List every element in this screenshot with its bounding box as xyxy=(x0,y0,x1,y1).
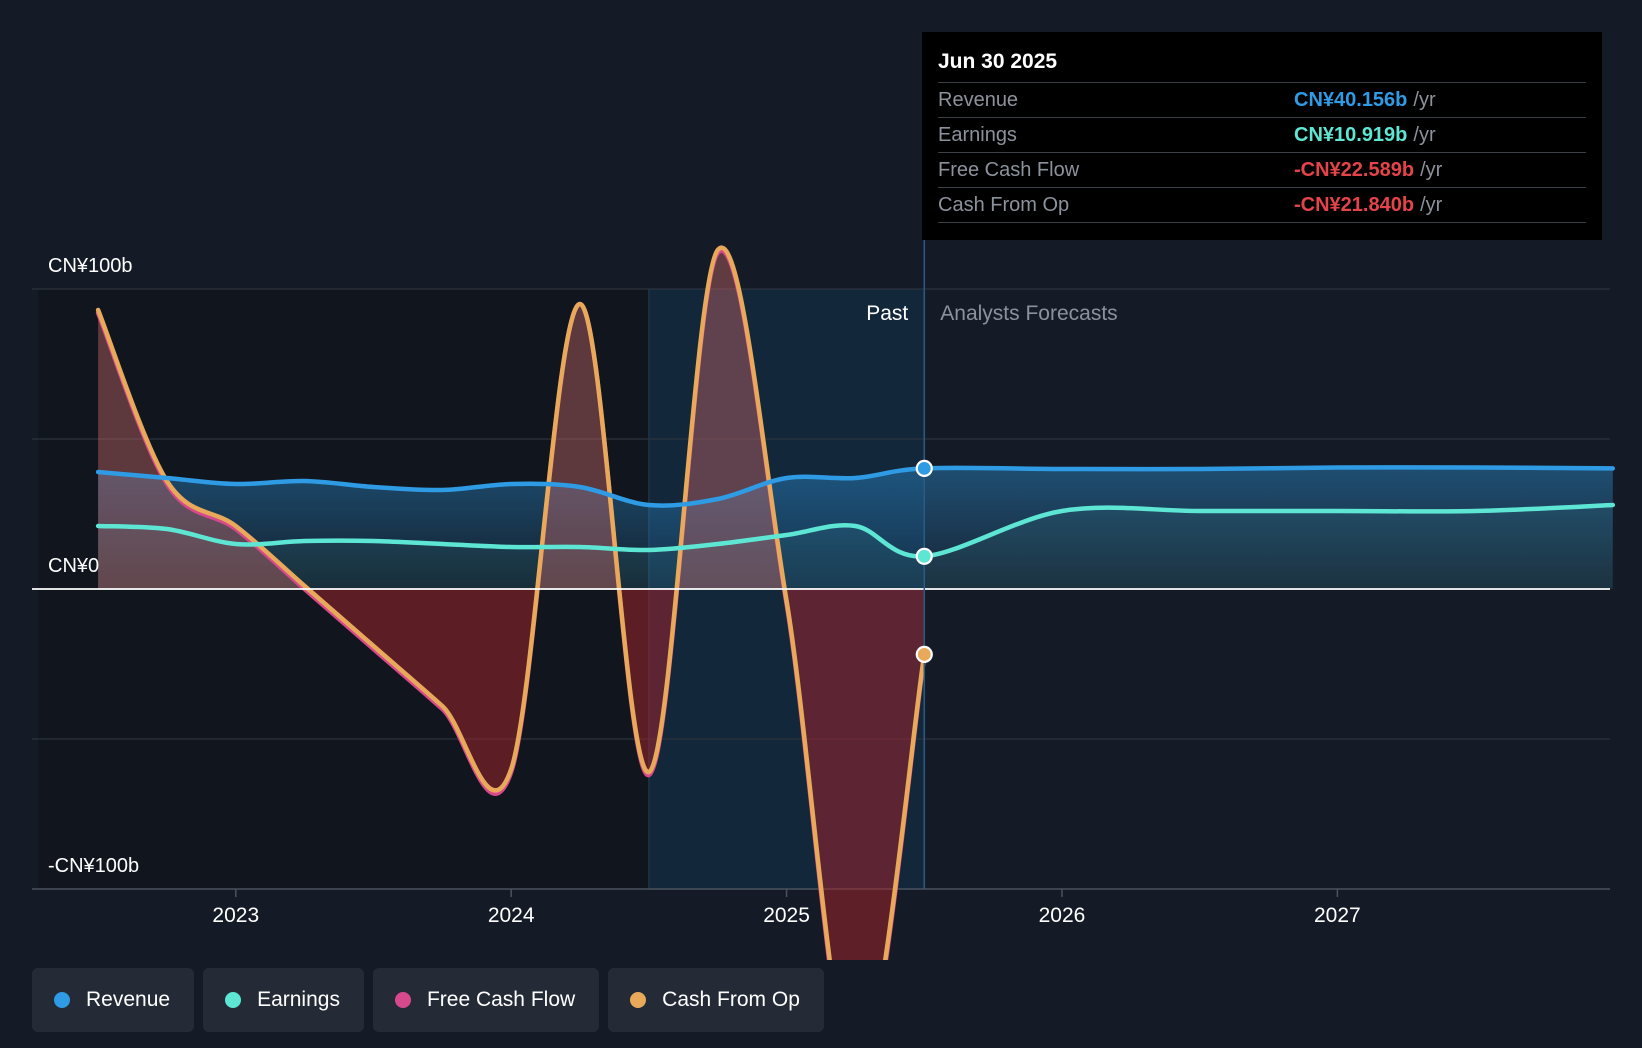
legend-label: Cash From Op xyxy=(662,988,800,1011)
x-tick-label: 2023 xyxy=(212,904,259,927)
earnings-line xyxy=(95,502,1616,559)
tooltip-value: CN¥40.156b xyxy=(1294,89,1408,111)
tooltip-row-free-cash-flow: Free Cash Flow -CN¥22.589b /yr xyxy=(938,152,1586,187)
x-tick-label: 2024 xyxy=(488,904,535,927)
legend-label: Revenue xyxy=(86,988,171,1011)
y-tick-label-zero: CN¥0 xyxy=(48,555,99,577)
tooltip-label: Earnings xyxy=(938,124,1017,146)
tooltip-label: Revenue xyxy=(938,89,1019,111)
legend-dot-icon xyxy=(394,992,411,1008)
forecast-label: Analysts Forecasts xyxy=(940,302,1117,325)
tooltip-row-cash-from-op: Cash From Op -CN¥21.840b /yr xyxy=(938,187,1586,223)
x-tick-label: 2026 xyxy=(1039,904,1086,927)
legend-item-cash-from-op[interactable]: Cash From Op xyxy=(608,968,824,1032)
earnings-area xyxy=(98,505,1613,589)
legend-item-free-cash-flow[interactable]: Free Cash Flow xyxy=(372,968,600,1032)
tooltip-value: -CN¥22.589b xyxy=(1294,159,1415,181)
chart-canvas: CN¥100b CN¥0 -CN¥100b Past Analysts Forecast… xyxy=(32,240,1616,960)
tooltip-row-earnings: Earnings CN¥10.919b /yr xyxy=(938,117,1586,152)
y-tick-label-bottom: -CN¥100b xyxy=(48,855,139,877)
cash-area-negative xyxy=(98,589,925,960)
x-tick-label: 2025 xyxy=(763,904,810,927)
tooltip-label: Cash From Op xyxy=(938,194,1070,216)
legend: Revenue Earnings Free Cash Flow Cash Fro… xyxy=(32,968,824,1032)
tooltip: Jun 30 2025 Revenue CN¥40.156b /yr Earni… xyxy=(922,32,1602,240)
tooltip-value: CN¥10.919b xyxy=(1294,124,1408,146)
tooltip-unit: /yr xyxy=(1420,194,1443,216)
tooltip-value: -CN¥21.840b xyxy=(1294,194,1415,216)
cash-area-positive xyxy=(98,247,925,589)
legend-item-revenue[interactable]: Revenue xyxy=(32,968,195,1032)
tooltip-unit: /yr xyxy=(1420,159,1443,181)
tooltip-row-revenue: Revenue CN¥40.156b /yr xyxy=(938,82,1586,117)
tooltip-label: Free Cash Flow xyxy=(938,159,1080,181)
y-tick-label-top: CN¥100b xyxy=(48,255,133,277)
earnings-point xyxy=(915,547,933,565)
cash-from-op-point xyxy=(915,645,933,664)
tooltip-unit: /yr xyxy=(1413,89,1436,111)
legend-dot-icon xyxy=(225,992,242,1008)
cash-from-op-line xyxy=(95,245,927,960)
tooltip-date: Jun 30 2025 xyxy=(938,50,1058,73)
tooltip-unit: /yr xyxy=(1413,124,1436,146)
legend-item-earnings[interactable]: Earnings xyxy=(203,968,364,1032)
legend-dot-icon xyxy=(630,992,647,1008)
legend-label: Free Cash Flow xyxy=(426,988,576,1011)
revenue-point xyxy=(915,459,933,477)
revenue-line xyxy=(95,465,1616,508)
legend-dot-icon xyxy=(54,992,70,1008)
x-tick-label: 2027 xyxy=(1314,904,1361,927)
legend-label: Earnings xyxy=(257,988,340,1011)
past-label: Past xyxy=(866,302,908,325)
